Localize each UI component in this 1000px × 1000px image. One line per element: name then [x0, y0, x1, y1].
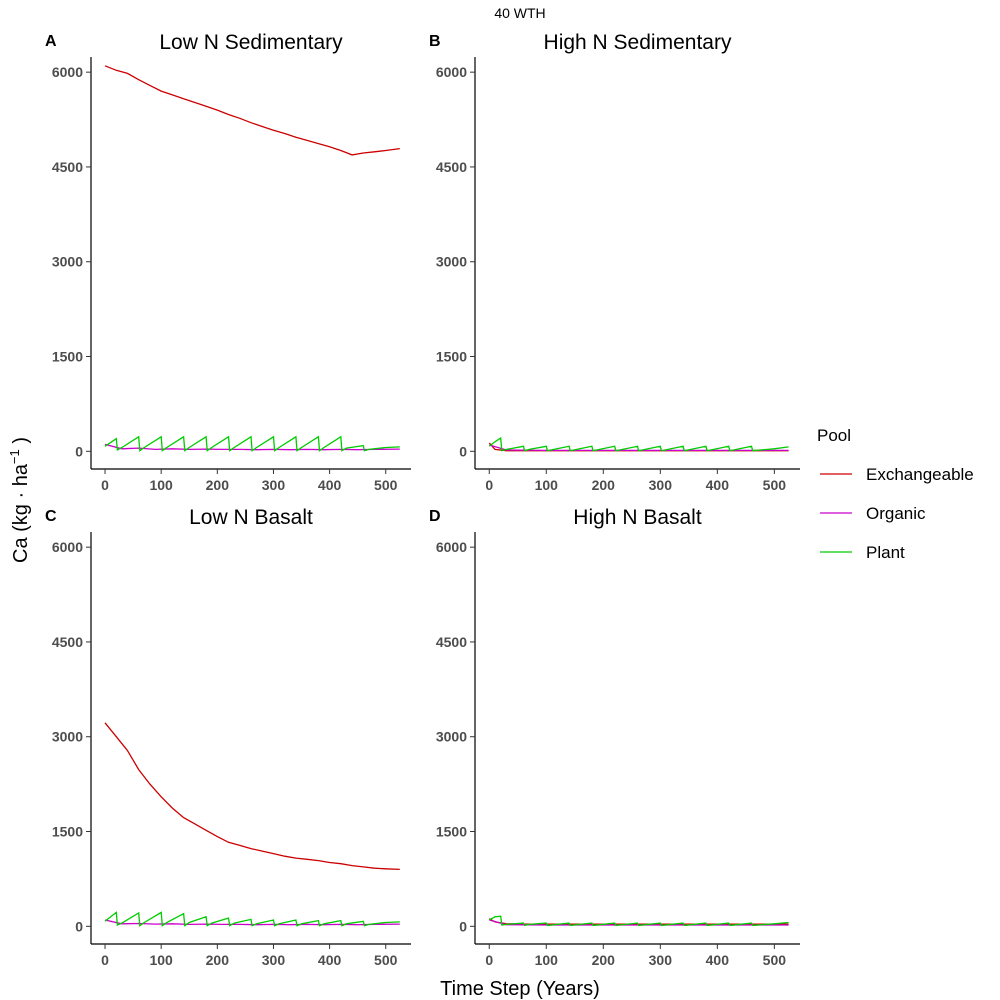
y-tick-label: 0: [75, 443, 83, 459]
y-tick-label: 1500: [436, 349, 467, 365]
series-line-exchangeable: [104, 65, 400, 156]
legend: Pool Exchangeable Organic Plant: [817, 426, 974, 562]
x-tick-label: 100: [149, 477, 173, 493]
panel-title: Low N Sedimentary: [159, 31, 343, 54]
x-tick-label: 100: [535, 477, 559, 493]
y-axis-title-close: ): [10, 437, 32, 449]
y-tick-label: 6000: [436, 539, 467, 555]
x-axis-title: Time Step (Years): [440, 978, 600, 1000]
x-tick-label: 200: [206, 477, 230, 493]
x-tick-label: 100: [149, 952, 173, 968]
legend-label-exchangeable: Exchangeable: [866, 465, 974, 484]
panel-title: High N Sedimentary: [544, 31, 732, 54]
x-tick-label: 300: [649, 952, 673, 968]
series-line-exchangeable: [104, 722, 400, 871]
x-tick-label: 500: [374, 477, 398, 493]
x-tick-label: 200: [592, 952, 616, 968]
panel-letter: A: [45, 33, 57, 50]
y-tick-label: 1500: [52, 824, 83, 840]
x-tick-label: 0: [101, 477, 109, 493]
panel-letter: B: [429, 33, 441, 50]
y-tick-label: 3000: [436, 254, 467, 270]
x-tick-label: 400: [318, 952, 342, 968]
panel-c: C Low N Basalt 0 1500 3000 4500 6000 0 100 200 300…: [45, 506, 411, 968]
panel-title: Low N Basalt: [189, 506, 313, 529]
x-tick-label: 100: [535, 952, 559, 968]
panel-title: High N Basalt: [573, 506, 702, 529]
x-tick-label: 0: [485, 952, 493, 968]
x-tick-label: 200: [592, 477, 616, 493]
series-line-plant: [104, 435, 400, 452]
legend-title: Pool: [817, 426, 851, 445]
series-line-organic: [489, 444, 789, 452]
y-axis-title-main: Ca (kg · ha: [10, 463, 32, 563]
y-axis-title-sup: −1: [7, 449, 22, 464]
y-tick-label: 6000: [436, 64, 467, 80]
x-tick-label: 300: [262, 477, 286, 493]
panel-d: D High N Basalt 0 1500 3000 4500 6000 0 100 200 30…: [429, 506, 800, 968]
panel-a: A Low N Sedimentary 0 1500 3000 4500 6000 0 100 2…: [45, 31, 411, 493]
y-tick-label: 6000: [52, 539, 83, 555]
panel-letter: C: [45, 508, 57, 525]
x-tick-label: 400: [706, 477, 730, 493]
series-line-plant: [488, 436, 789, 452]
x-tick-label: 200: [206, 952, 230, 968]
y-tick-label: 6000: [52, 64, 83, 80]
x-tick-label: 400: [318, 477, 342, 493]
x-tick-label: 400: [706, 952, 730, 968]
y-tick-label: 1500: [436, 824, 467, 840]
x-tick-label: 500: [763, 477, 787, 493]
y-tick-label: 3000: [436, 729, 467, 745]
y-tick-label: 4500: [436, 634, 467, 650]
x-tick-label: 500: [374, 952, 398, 968]
x-tick-label: 500: [763, 952, 787, 968]
series-line-plant: [488, 915, 789, 927]
y-tick-label: 4500: [52, 159, 83, 175]
x-tick-label: 300: [649, 477, 673, 493]
y-tick-label: 0: [459, 443, 467, 459]
y-axis-title: Ca (kg · ha−1 ): [7, 437, 32, 563]
y-tick-label: 4500: [52, 634, 83, 650]
figure-title: 40 WTH: [494, 5, 545, 21]
y-tick-label: 4500: [436, 159, 467, 175]
y-tick-label: 3000: [52, 729, 83, 745]
legend-label-organic: Organic: [866, 504, 926, 523]
y-tick-label: 1500: [52, 349, 83, 365]
x-tick-label: 300: [262, 952, 286, 968]
x-tick-label: 0: [101, 952, 109, 968]
panel-letter: D: [429, 508, 441, 525]
panel-b: B High N Sedimentary 0 1500 3000 4500 6000 0 100…: [429, 31, 800, 493]
y-tick-label: 3000: [52, 254, 83, 270]
series-line-plant: [104, 911, 400, 927]
y-tick-label: 0: [459, 918, 467, 934]
x-tick-label: 0: [485, 477, 493, 493]
legend-label-plant: Plant: [866, 543, 905, 562]
y-tick-label: 0: [75, 918, 83, 934]
